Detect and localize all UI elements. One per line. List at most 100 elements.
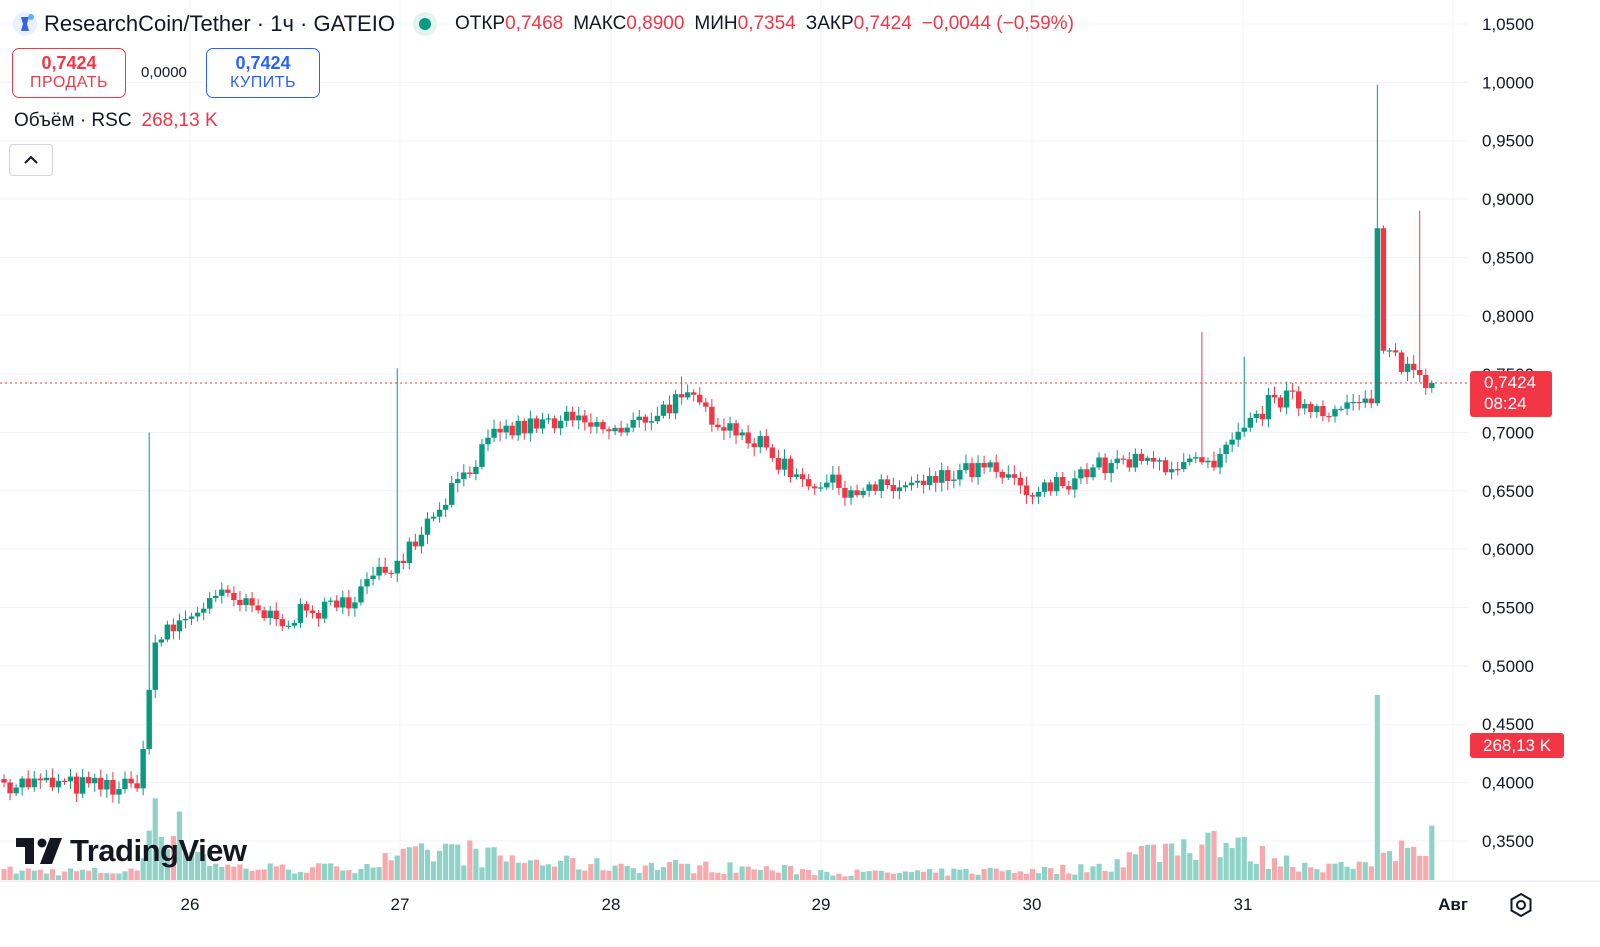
volume-bar <box>479 867 485 880</box>
volume-bar <box>685 863 691 880</box>
volume-bar <box>787 865 794 880</box>
symbol-title[interactable]: ResearchCoin/Tether · 1ч · GATEIO <box>44 11 395 36</box>
volume-bar <box>902 871 909 880</box>
volume-label: Объём · RSC <box>14 110 132 131</box>
candle-body <box>902 485 909 488</box>
tradingview-logo[interactable]: TradingView <box>16 833 247 869</box>
volume-bar <box>818 870 824 880</box>
candle-body <box>104 779 110 790</box>
candle-body <box>648 421 655 423</box>
candle-body <box>805 479 812 487</box>
candle-body <box>73 776 80 794</box>
candle-body <box>908 482 915 486</box>
volume-bar <box>781 865 788 880</box>
candle-body <box>527 418 534 434</box>
candle-body <box>697 394 703 403</box>
ohlc-values: ОТКР 0,7468 МАКС 0,8900 МИН 0,7354 ЗАКР 0,74… <box>445 13 1074 35</box>
candle-body <box>1350 401 1356 404</box>
volume-bar <box>1277 866 1284 880</box>
volume-bar <box>975 874 981 880</box>
volume-bar <box>1314 869 1320 880</box>
candle-body <box>666 404 673 414</box>
volume-bar <box>497 855 503 880</box>
candle-body <box>1277 397 1284 408</box>
candle-body <box>491 428 497 438</box>
volume-bar <box>854 869 860 880</box>
volume-bar <box>243 868 249 880</box>
candle-body <box>255 605 261 611</box>
volume-bar <box>49 869 55 880</box>
candle-body <box>1041 482 1048 492</box>
sell-label: ПРОДАТЬ <box>30 74 108 91</box>
volume-bar <box>636 873 642 880</box>
candle-body <box>745 432 751 444</box>
volume-bar <box>1350 868 1356 880</box>
volume-bar <box>116 873 122 880</box>
volume-bar <box>1005 870 1011 880</box>
volume-bar <box>430 861 437 880</box>
candle-body <box>1205 460 1211 463</box>
volume-bar <box>1042 866 1048 880</box>
volume-bar <box>140 858 146 880</box>
volume-bar <box>981 869 987 880</box>
volume-bar <box>618 863 624 880</box>
candle-body <box>376 566 382 576</box>
candle-body <box>557 420 564 429</box>
volume-bar <box>1199 844 1205 880</box>
candle-body <box>769 447 776 458</box>
volume-bar <box>455 844 461 880</box>
change-value: −0,0044 (−0,59%) <box>921 13 1074 34</box>
candle-body <box>424 518 431 535</box>
volume-bar <box>249 870 255 880</box>
volume-bar <box>1193 859 1199 880</box>
y-tick-label: 0,9500 <box>1482 132 1534 151</box>
candle-body <box>1175 469 1181 471</box>
volume-bar <box>1326 863 1332 880</box>
candle-body <box>1235 431 1241 440</box>
candle-body <box>394 560 400 574</box>
candle-body <box>176 620 183 632</box>
volume-bar <box>957 869 963 880</box>
candle-body <box>412 541 419 547</box>
volume-bar <box>890 873 896 880</box>
volume-bar <box>309 867 316 880</box>
volume-bar <box>570 858 576 880</box>
volume-bar <box>872 870 878 880</box>
volume-bar <box>1187 853 1193 880</box>
y-tick-label: 0,9000 <box>1482 190 1534 209</box>
volume-bars <box>1 695 1435 880</box>
candle-body <box>1253 413 1260 418</box>
settings-icon[interactable] <box>1508 892 1534 918</box>
candle-body <box>352 602 358 609</box>
candle-body <box>1429 382 1435 389</box>
volume-bar <box>55 875 62 880</box>
candle-body <box>182 618 189 621</box>
volume-bar <box>715 872 721 880</box>
volume-bar <box>545 864 552 880</box>
candle-body <box>914 480 921 483</box>
candle-body <box>733 423 739 436</box>
candle-body <box>999 471 1005 478</box>
volume-bar <box>1023 873 1030 880</box>
x-tick-label: 29 <box>812 895 831 914</box>
volume-bar <box>933 872 939 880</box>
candle-body <box>358 586 364 603</box>
y-tick-label: 1,0000 <box>1482 73 1534 92</box>
candle-body <box>158 639 164 643</box>
candle-body <box>920 480 927 485</box>
volume-legend[interactable]: Объём · RSC 268,13 K <box>14 110 218 132</box>
volume-bar <box>170 835 176 880</box>
buy-button[interactable]: 0,7424 КУПИТЬ <box>206 48 320 98</box>
candle-body <box>1362 398 1368 403</box>
volume-bar <box>927 869 933 880</box>
candle-body <box>1247 417 1253 428</box>
price-badge-countdown: 08:24 <box>1484 394 1527 413</box>
sell-button[interactable]: 0,7424 ПРОДАТЬ <box>12 48 126 98</box>
x-tick-label: 27 <box>391 895 410 914</box>
collapse-legend-button[interactable] <box>9 144 53 176</box>
volume-bar <box>533 859 539 880</box>
candle-body <box>1072 478 1078 490</box>
candle-body <box>533 418 540 429</box>
volume-bar <box>1247 861 1253 880</box>
